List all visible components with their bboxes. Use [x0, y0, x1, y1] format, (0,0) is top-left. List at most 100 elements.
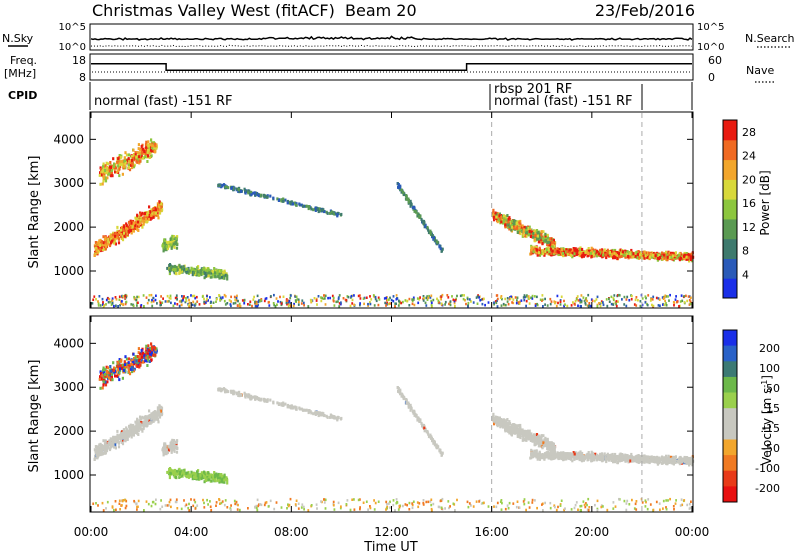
power-echo — [655, 296, 658, 300]
power-echo — [621, 250, 624, 254]
velocity-echo — [190, 470, 193, 474]
power-echo — [353, 303, 355, 307]
colorbar-frame — [722, 119, 738, 299]
power-echo — [137, 155, 141, 159]
power-echo — [119, 163, 122, 167]
power-echo — [507, 222, 510, 226]
velocity-echo — [257, 398, 260, 402]
power-echo — [346, 295, 349, 298]
power-echo — [689, 302, 692, 306]
velocity-echo — [197, 476, 200, 480]
power-echo — [130, 231, 133, 235]
power-echo — [221, 270, 225, 274]
power-echo — [119, 235, 122, 239]
power-echo — [525, 228, 528, 232]
power-echo — [218, 276, 221, 280]
velocity-echo — [113, 366, 116, 370]
power-echo — [500, 220, 503, 224]
velocity-echo — [140, 417, 143, 420]
power-echo — [537, 251, 540, 255]
power-echo — [108, 172, 111, 176]
velocity-echo — [105, 365, 108, 369]
power-echo — [337, 300, 339, 303]
power-echo — [657, 297, 660, 300]
power-echo — [163, 241, 166, 245]
power-echo — [221, 296, 224, 299]
power-echo — [456, 294, 458, 298]
velocity-echo — [197, 469, 200, 473]
power-echo — [650, 297, 652, 301]
power-echo — [137, 225, 140, 229]
power-echo — [665, 253, 668, 257]
power-echo — [136, 151, 139, 154]
velocity-echo — [254, 397, 257, 401]
velocity-echo — [123, 436, 126, 439]
power-echo — [542, 305, 544, 308]
power-echo — [203, 266, 206, 270]
power-echo — [211, 269, 214, 273]
power-echo — [534, 247, 537, 251]
velocity-echo — [146, 423, 149, 427]
power-echo — [627, 255, 630, 258]
power-echo — [162, 246, 165, 250]
velocity-echo — [129, 430, 132, 434]
velocity-echo — [186, 473, 189, 477]
power-echo — [566, 250, 569, 254]
power-echo — [130, 221, 133, 225]
power-echo — [359, 302, 361, 305]
power-echo — [247, 191, 250, 195]
power-echo — [217, 268, 220, 272]
power-echo — [662, 303, 664, 306]
power-echo — [141, 219, 144, 223]
velocity-echo — [94, 455, 97, 459]
power-echo — [117, 169, 120, 173]
power-echo — [277, 199, 280, 202]
power-echo — [600, 301, 603, 305]
power-echo — [487, 301, 490, 304]
power-echo — [309, 298, 312, 302]
power-echo — [120, 232, 123, 236]
power-echo — [110, 303, 113, 306]
power-echo — [221, 184, 224, 188]
power-echo — [504, 297, 507, 301]
velocity-echo — [106, 446, 109, 450]
power-echo — [665, 304, 668, 307]
velocity-echo — [207, 478, 210, 482]
power-echo — [394, 302, 397, 305]
cpid-segment-2: rbsp 201 RF — [494, 82, 572, 97]
power-echo — [595, 254, 598, 258]
power-echo — [176, 303, 179, 306]
power-echo — [533, 235, 536, 239]
power-echo — [448, 302, 450, 306]
power-echo — [127, 163, 130, 167]
power-echo — [119, 165, 122, 168]
velocity-echo — [134, 355, 137, 359]
velocity-echo — [128, 427, 131, 431]
power-echo — [296, 298, 299, 301]
power-echo — [462, 297, 465, 301]
power-echo — [447, 296, 450, 299]
power-echo — [644, 301, 647, 304]
power-echo — [347, 295, 350, 299]
power-echo — [145, 140, 148, 144]
power-echo — [166, 294, 169, 298]
power-echo — [579, 301, 582, 304]
velocity-echo — [165, 449, 168, 453]
power-echo — [110, 234, 113, 238]
power-echo — [129, 229, 132, 232]
colorbar-swatch — [723, 199, 737, 220]
power-echo — [97, 243, 100, 246]
power-echo — [669, 251, 673, 255]
velocity-echo — [118, 358, 121, 361]
power-echo — [222, 183, 226, 187]
power-echo — [522, 233, 525, 237]
power-echo — [424, 225, 427, 228]
power-echo — [155, 294, 157, 297]
colorbar-swatch — [723, 120, 737, 141]
power-echo — [408, 297, 411, 301]
power-echo — [399, 187, 402, 191]
power-echo — [209, 296, 211, 299]
velocity-echo — [162, 448, 165, 452]
power-echo — [213, 273, 216, 277]
power-echo — [173, 240, 176, 243]
